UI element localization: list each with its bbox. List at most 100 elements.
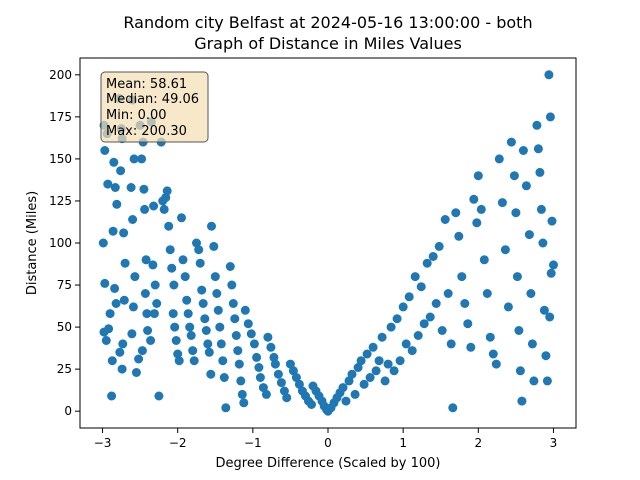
scatter-point: [434, 241, 444, 251]
scatter-point: [482, 289, 492, 298]
scatter-point: [139, 184, 149, 194]
scatter-point: [174, 356, 184, 366]
scatter-point: [182, 295, 192, 305]
scatter-point: [197, 285, 207, 295]
scatter-point: [365, 373, 375, 382]
x-tick-label: −1: [244, 436, 262, 450]
scatter-point: [185, 322, 195, 332]
scatter-point: [443, 289, 453, 298]
scatter-point: [532, 120, 542, 130]
scatter-point: [183, 309, 193, 319]
scatter-point: [383, 359, 393, 369]
scatter-point: [476, 204, 486, 214]
scatter-point: [161, 193, 171, 203]
scatter-point: [422, 258, 432, 268]
scatter-point: [252, 352, 262, 362]
scatter-point: [148, 260, 158, 270]
scatter-point: [401, 339, 411, 349]
scatter-point: [536, 204, 546, 214]
scatter-point: [177, 213, 186, 223]
scatter-point: [108, 226, 118, 236]
scatter-point: [500, 245, 510, 255]
scatter-point: [186, 331, 196, 340]
scatter-point: [389, 366, 399, 376]
scatter-point: [101, 336, 111, 345]
scatter-point: [173, 349, 183, 359]
scatter-point: [518, 146, 528, 155]
scatter-point: [473, 171, 483, 181]
scatter-point: [479, 255, 489, 265]
stats-box-background: [100, 71, 209, 143]
scatter-point: [189, 356, 199, 366]
scatter-point: [547, 216, 557, 226]
scatter-point: [200, 314, 210, 324]
x-tick-label: 1: [399, 436, 407, 450]
scatter-point: [198, 299, 208, 308]
points-layer: [98, 70, 558, 416]
scatter-point: [203, 339, 213, 349]
scatter-point: [488, 349, 498, 359]
scatter-point: [356, 356, 366, 366]
scatter-point: [164, 221, 174, 231]
scatter-point: [431, 299, 441, 308]
scatter-point: [162, 186, 172, 196]
scatter-point: [368, 342, 378, 352]
scatter-point: [386, 322, 396, 332]
scatter-point: [512, 272, 522, 282]
scatter-point: [347, 369, 357, 379]
scatter-point: [140, 204, 150, 214]
scatter-point: [437, 326, 447, 335]
scatter-point: [180, 272, 190, 282]
scatter-point: [377, 332, 387, 342]
x-tick-label: 2: [474, 436, 482, 450]
scatter-point: [169, 280, 179, 290]
scatter-point: [115, 347, 125, 357]
x-tick-label: 0: [324, 436, 332, 450]
scatter-point: [246, 329, 256, 339]
scatter-point: [266, 342, 276, 352]
y-tick-label: 175: [49, 110, 72, 124]
scatter-point: [215, 322, 225, 332]
scatter-point: [107, 356, 117, 366]
scatter-point: [526, 289, 536, 298]
scatter-point: [112, 199, 122, 209]
scatter-point: [105, 309, 115, 319]
scatter-point: [240, 305, 250, 315]
y-tick-label: 75: [57, 278, 72, 292]
scatter-point: [234, 359, 244, 369]
scatter-point: [362, 349, 372, 359]
scatter-point: [227, 280, 237, 290]
scatter-point: [131, 368, 141, 377]
scatter-point: [494, 154, 504, 164]
scatter-point: [460, 299, 470, 308]
y-tick-label: 200: [49, 68, 72, 82]
scatter-point: [440, 215, 450, 224]
scatter-point: [130, 272, 140, 282]
chart-title-line2: Graph of Distance in Miles Values: [194, 34, 462, 53]
scatter-point: [511, 208, 521, 218]
scatter-point: [535, 167, 545, 177]
scatter-point: [549, 260, 558, 270]
scatter-point: [110, 283, 120, 293]
scatter-point: [485, 332, 495, 342]
scatter-point: [239, 398, 249, 408]
scatter-point: [410, 272, 420, 282]
x-axis-ticks: −3 −2 −1 0 1 2 3: [94, 428, 558, 450]
scatter-point: [270, 359, 280, 369]
scatter-point: [103, 179, 113, 189]
scatter-point: [204, 347, 214, 357]
scatter-point: [398, 302, 408, 312]
scatter-point: [395, 356, 405, 366]
scatter-point: [219, 373, 229, 382]
scatter-point: [149, 201, 159, 211]
x-tick-label: 3: [550, 436, 558, 450]
scatter-point: [137, 346, 147, 356]
y-tick-label: 50: [57, 320, 72, 334]
scatter-point: [140, 289, 150, 298]
scatter-point: [171, 336, 181, 345]
y-tick-label: 125: [49, 194, 72, 208]
scatter-point: [143, 326, 153, 335]
scatter-point: [159, 204, 169, 214]
scatter-point: [120, 258, 130, 268]
scatter-point: [291, 373, 301, 382]
